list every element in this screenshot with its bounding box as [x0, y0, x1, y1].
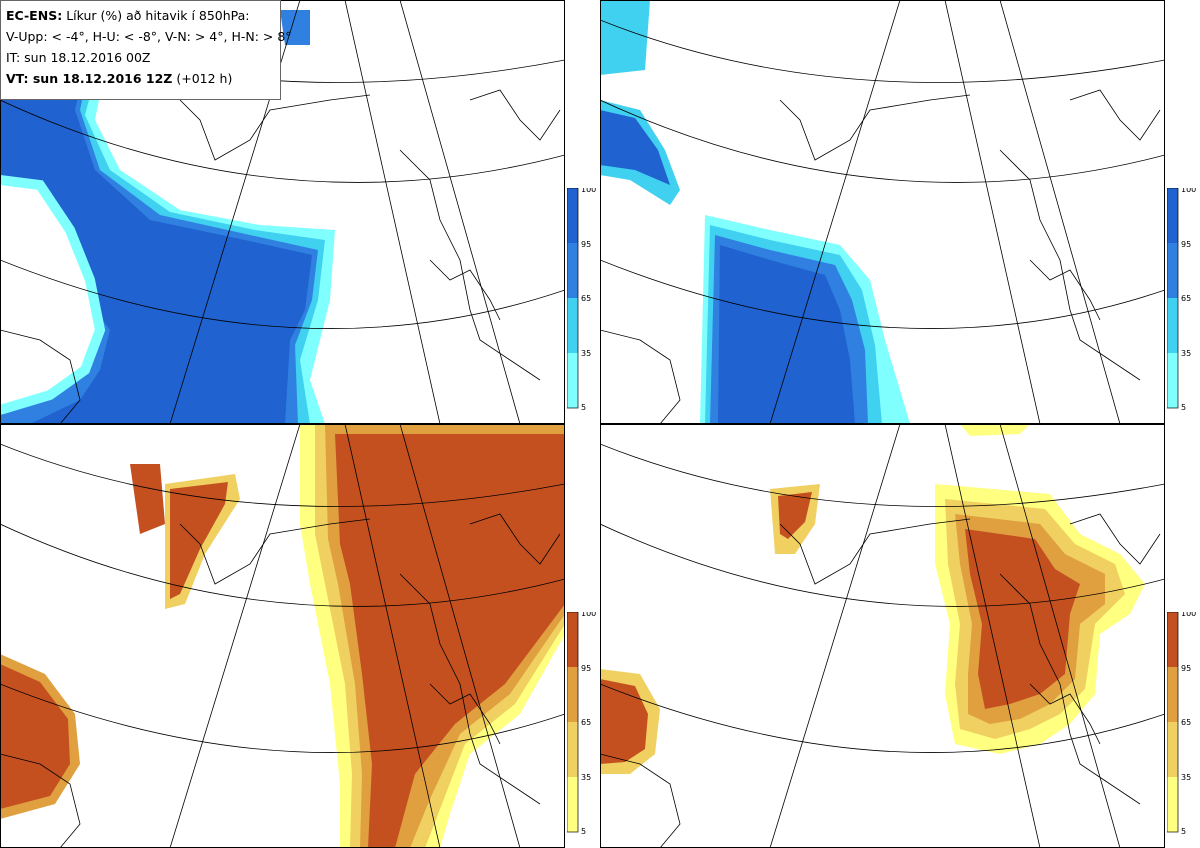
cbar-tick: 65 [581, 294, 591, 303]
panel-warm-strong: 100 95 65 35 5 [600, 424, 1200, 848]
cbar-tick: 100 [581, 188, 596, 194]
map-warm-strong [600, 424, 1165, 848]
valid-time-line: VT: sun 18.12.2016 12Z (+012 h) [6, 68, 275, 89]
cbar-tick: 5 [581, 403, 586, 412]
cbar-tick: 35 [1181, 349, 1191, 358]
cbar-tick: 100 [1181, 612, 1196, 618]
cbar-tick: 100 [581, 612, 596, 618]
title-line: EC-ENS: Líkur (%) að hitavik í 850hPa: [6, 5, 275, 26]
colorbar-warm: 100 95 65 35 5 [1167, 612, 1199, 836]
panel-cold-moderate: 100 95 65 35 5 EC-ENS: Líkur (%) að hita… [0, 0, 600, 424]
cbar-tick: 65 [581, 718, 591, 727]
cbar-tick: 5 [1181, 827, 1186, 836]
map-cold-moderate [0, 0, 565, 424]
panel-cold-strong: 100 95 65 35 5 [600, 0, 1200, 424]
legend-box: EC-ENS: Líkur (%) að hitavik í 850hPa: V… [0, 0, 292, 100]
map-warm-moderate [0, 424, 565, 848]
colorbar-warm: 100 95 65 35 5 [567, 612, 599, 836]
cbar-tick: 95 [1181, 664, 1191, 673]
cbar-tick: 100 [1181, 188, 1196, 194]
cbar-tick: 95 [1181, 240, 1191, 249]
init-time: IT: sun 18.12.2016 00Z [6, 50, 151, 65]
criteria-line: V-Upp: < -4°, H-U: < -8°, V-N: > 4°, H-N… [6, 29, 292, 44]
lead-time: (+012 h) [176, 71, 233, 86]
cbar-tick: 95 [581, 240, 591, 249]
colorbar-cold: 100 95 65 35 5 [567, 188, 599, 412]
cbar-tick: 5 [1181, 403, 1186, 412]
valid-time: VT: sun 18.12.2016 12Z [6, 71, 173, 86]
cbar-tick: 35 [581, 773, 591, 782]
colorbar-cold: 100 95 65 35 5 [1167, 188, 1199, 412]
product-label: EC-ENS: [6, 8, 63, 23]
cbar-tick: 95 [581, 664, 591, 673]
title-text: Líkur (%) að hitavik í 850hPa: [66, 8, 250, 23]
cbar-tick: 65 [1181, 294, 1191, 303]
map-cold-strong [600, 0, 1165, 424]
cbar-tick: 35 [581, 349, 591, 358]
cbar-tick: 35 [1181, 773, 1191, 782]
cbar-tick: 65 [1181, 718, 1191, 727]
panel-warm-moderate: 100 95 65 35 5 [0, 424, 600, 848]
cbar-tick: 5 [581, 827, 586, 836]
